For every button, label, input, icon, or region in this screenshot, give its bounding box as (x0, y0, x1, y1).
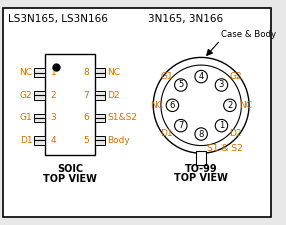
Text: TOP VIEW: TOP VIEW (174, 173, 228, 183)
Text: 4: 4 (198, 72, 204, 81)
Text: LS3N165, LS3N166: LS3N165, LS3N166 (8, 14, 108, 24)
Text: 1: 1 (219, 121, 224, 130)
Text: 5: 5 (83, 136, 89, 145)
Text: S1&S2: S1&S2 (107, 113, 137, 122)
FancyBboxPatch shape (45, 54, 95, 155)
Text: 2: 2 (51, 91, 56, 100)
FancyBboxPatch shape (35, 114, 45, 122)
Text: NC: NC (150, 101, 163, 110)
Circle shape (153, 57, 249, 153)
Text: NC: NC (19, 68, 33, 77)
Text: 8: 8 (83, 68, 89, 77)
Circle shape (195, 128, 207, 140)
FancyBboxPatch shape (95, 91, 105, 100)
Circle shape (166, 99, 179, 112)
Text: Body: Body (107, 136, 130, 145)
Text: S1 & S2: S1 & S2 (207, 144, 243, 153)
Text: NC: NC (107, 68, 120, 77)
Text: 6: 6 (83, 113, 89, 122)
Bar (196, 151, 206, 165)
Text: NC: NC (239, 101, 253, 110)
FancyBboxPatch shape (35, 68, 45, 77)
Text: 1: 1 (51, 68, 57, 77)
Text: G1: G1 (20, 113, 33, 122)
Text: 3: 3 (219, 81, 224, 90)
Text: G1: G1 (160, 72, 173, 81)
Text: 8: 8 (198, 130, 204, 139)
FancyBboxPatch shape (35, 136, 45, 145)
FancyBboxPatch shape (95, 114, 105, 122)
Text: 4: 4 (51, 136, 56, 145)
Text: G2: G2 (20, 91, 33, 100)
Circle shape (195, 70, 207, 83)
Text: Case & Body: Case & Body (221, 30, 276, 39)
FancyBboxPatch shape (95, 68, 105, 77)
Text: 3N165, 3N166: 3N165, 3N166 (148, 14, 224, 24)
FancyBboxPatch shape (3, 8, 271, 217)
Text: 5: 5 (178, 81, 183, 90)
Text: 6: 6 (170, 101, 175, 110)
Text: D2: D2 (229, 129, 242, 138)
FancyBboxPatch shape (35, 91, 45, 100)
Text: D2: D2 (107, 91, 120, 100)
Text: TO-99: TO-99 (185, 164, 217, 173)
Circle shape (174, 119, 187, 132)
Text: SOIC: SOIC (57, 164, 83, 175)
Text: 7: 7 (178, 121, 184, 130)
Text: 3: 3 (51, 113, 57, 122)
Circle shape (224, 99, 236, 112)
Circle shape (215, 119, 228, 132)
Text: G2: G2 (229, 72, 242, 81)
Text: D1: D1 (160, 129, 173, 138)
Text: D1: D1 (20, 136, 33, 145)
FancyBboxPatch shape (95, 136, 105, 145)
Text: 2: 2 (227, 101, 233, 110)
Text: 7: 7 (83, 91, 89, 100)
Circle shape (174, 79, 187, 91)
Circle shape (215, 79, 228, 91)
Text: TOP VIEW: TOP VIEW (43, 174, 97, 184)
